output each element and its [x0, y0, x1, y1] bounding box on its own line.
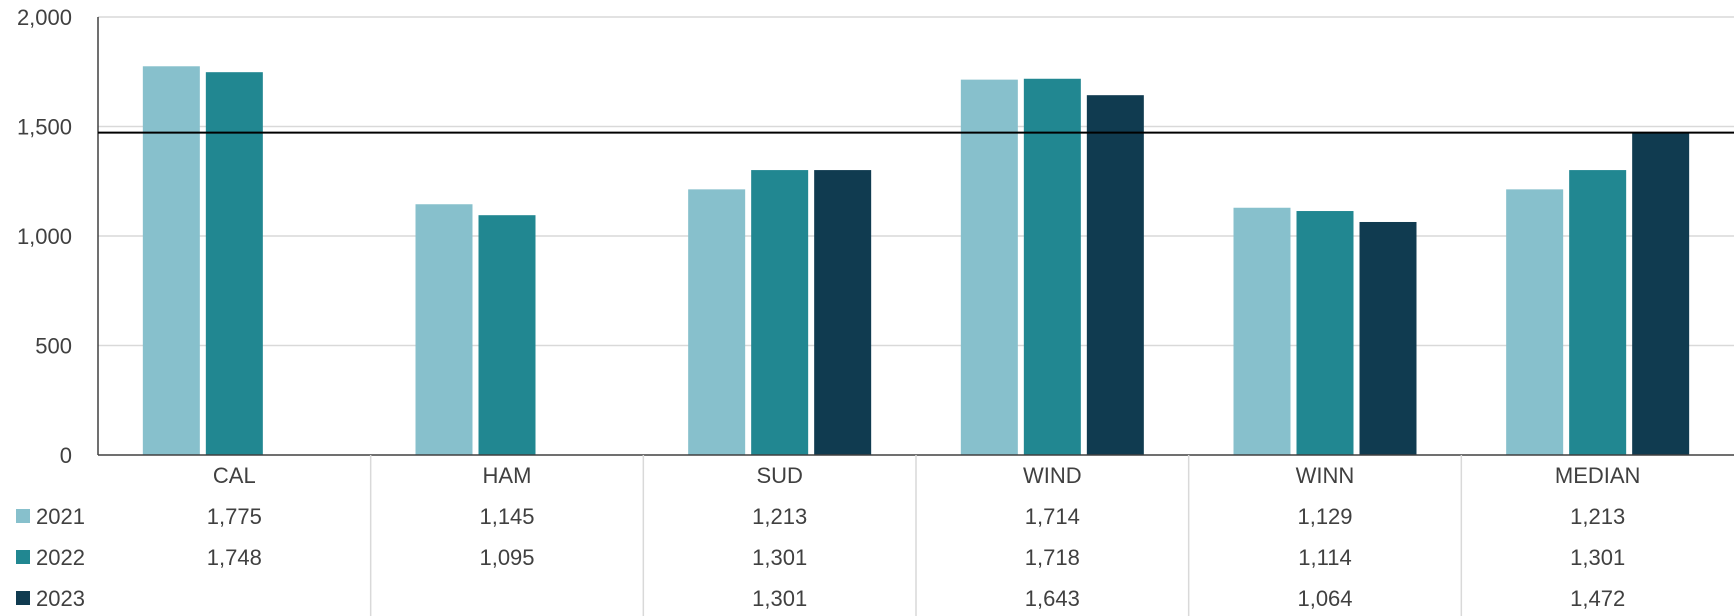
- category-label: WINN: [1296, 463, 1355, 488]
- bar-2022-sud: [751, 170, 809, 455]
- category-label: SUD: [756, 463, 802, 488]
- bar-2021-wind: [960, 79, 1018, 455]
- legend-label-2023: 2023: [36, 586, 85, 611]
- y-tick-label: 1,000: [17, 224, 72, 249]
- legend-label-2022: 2022: [36, 545, 85, 570]
- bar-2023-sud: [814, 170, 872, 455]
- bar-2022-wind: [1023, 78, 1081, 456]
- data-table-cell: 1,114: [1298, 545, 1351, 570]
- legend-swatch-2021: [16, 509, 30, 523]
- data-table-cell: 1,748: [207, 545, 262, 570]
- bar-2022-cal: [205, 72, 263, 456]
- data-table-cell: 1,145: [479, 504, 534, 529]
- bar-2021-cal: [142, 66, 200, 456]
- data-table-cell: 1,064: [1297, 586, 1352, 611]
- y-tick-label: 0: [60, 443, 72, 468]
- data-table-cell: 1,714: [1025, 504, 1080, 529]
- data-table-cell: 1,095: [479, 545, 534, 570]
- data-table-cell: 1,775: [207, 504, 262, 529]
- bar-2023-median: [1632, 132, 1690, 455]
- legend-swatch-2022: [16, 550, 30, 564]
- data-table-cell: 1,301: [752, 545, 807, 570]
- data-table-cell: 1,213: [1570, 504, 1625, 529]
- data-table-cell: 1,718: [1025, 545, 1080, 570]
- category-label: HAM: [483, 463, 532, 488]
- category-label: WIND: [1023, 463, 1082, 488]
- data-table-cell: 1,301: [1570, 545, 1625, 570]
- category-label: CAL: [213, 463, 256, 488]
- y-tick-label: 1,500: [17, 115, 72, 140]
- bar-2021-median: [1506, 189, 1564, 455]
- bar-2023-winn: [1359, 221, 1417, 455]
- bar-2022-ham: [478, 215, 536, 455]
- data-table-cell: 1,472: [1570, 586, 1625, 611]
- data-table-cell: 1,643: [1025, 586, 1080, 611]
- bar-2021-sud: [688, 189, 746, 455]
- y-tick-label: 2,000: [17, 5, 72, 30]
- legend-swatch-2023: [16, 591, 30, 605]
- data-table-cell: 1,213: [752, 504, 807, 529]
- category-label: MEDIAN: [1555, 463, 1641, 488]
- bar-2022-winn: [1296, 211, 1354, 455]
- data-table-cell: 1,129: [1297, 504, 1352, 529]
- bar-2022-median: [1569, 170, 1627, 455]
- bar-2021-ham: [415, 204, 473, 455]
- bar-2023-wind: [1086, 95, 1144, 456]
- legend-label-2021: 2021: [36, 504, 85, 529]
- data-table-cell: 1,301: [752, 586, 807, 611]
- bar-2021-winn: [1233, 207, 1291, 455]
- y-tick-label: 500: [35, 334, 72, 359]
